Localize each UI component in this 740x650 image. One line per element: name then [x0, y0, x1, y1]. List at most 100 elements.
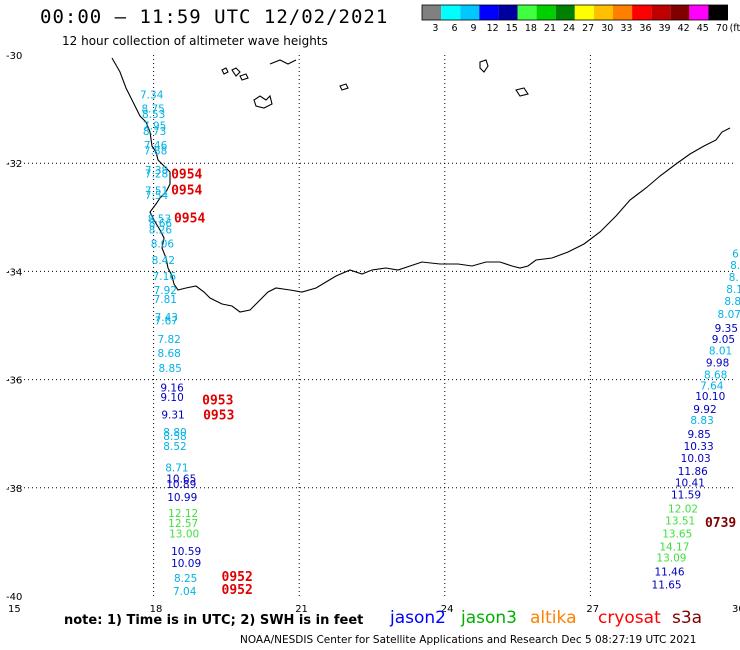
swh-value-east: 13.65	[662, 529, 692, 541]
color-scale-swatch	[460, 5, 480, 20]
swh-value-east: 14.17	[659, 542, 689, 554]
swh-value-east: 9.98	[706, 358, 729, 370]
swh-value-east: 11.59	[671, 490, 701, 502]
swh-value-west: 9.31	[161, 410, 184, 422]
swh-value-west: 7.43	[155, 312, 178, 324]
pass-time-label: 0952	[222, 570, 253, 585]
swh-value-west: 10.99	[167, 492, 197, 504]
color-scale-label: 42	[678, 23, 690, 34]
swh-value-west: 10.65	[166, 473, 196, 485]
swh-value-west: 8.68	[157, 348, 180, 360]
swh-value-east: 11.46	[654, 566, 684, 578]
lat-tick-label: -34	[6, 267, 22, 278]
swh-value-west: 9.16	[160, 383, 184, 395]
swh-value-west: 12.57	[168, 518, 198, 530]
south-africa-coastline	[111, 57, 731, 313]
inland-lake-mid	[339, 83, 349, 91]
lat-tick-label: -40	[6, 592, 22, 603]
color-scale-label: 12	[487, 23, 499, 34]
lon-tick-label: 30	[732, 604, 740, 615]
color-scale-label: 15	[506, 23, 518, 34]
color-scale-label: 18	[525, 23, 537, 34]
lon-tick-label: 21	[295, 604, 308, 615]
swh-value-west: 8.53	[148, 214, 171, 226]
lesotho-outline	[221, 67, 229, 75]
swh-value-west: 8.26	[149, 225, 173, 237]
lakes-outline	[231, 67, 249, 81]
color-scale-label: 27	[582, 23, 594, 34]
color-scale-unit: (ft)	[730, 23, 740, 34]
swh-value-west: 13.00	[169, 529, 199, 541]
swh-value-west: 8.42	[152, 255, 175, 267]
axis-ticks: 15 18 21 24 27 30 -30 -32 -34 -36 -38 -40	[6, 51, 740, 615]
satellite-s3a-label: s3a	[672, 608, 703, 628]
lon-tick-label: 27	[586, 604, 599, 615]
swh-value-east: 8.07	[718, 309, 740, 321]
pass-time-label: 0954	[174, 212, 205, 227]
inland-lake-east	[515, 87, 529, 97]
pass-time-label: 0954	[171, 184, 202, 199]
swh-value-west: 8.73	[143, 126, 166, 138]
swh-value-east: 8.68	[704, 370, 727, 382]
page-title: 00:00 – 11:59 UTC 12/02/2021	[40, 6, 389, 28]
lat-tick-label: -36	[6, 376, 22, 387]
swh-value-west: 7.16	[153, 271, 177, 283]
swh-value-west: 10.89	[166, 479, 196, 491]
color-scale-swatch	[479, 5, 499, 20]
satellite-jason2-label: jason2	[390, 608, 446, 628]
color-scale-swatch	[574, 5, 594, 20]
swh-value-east: 9.35	[715, 323, 738, 335]
color-scale-swatch	[498, 5, 518, 20]
swh-value-west: 8.80	[163, 427, 186, 439]
swh-value-east: 8.83	[690, 415, 713, 427]
lat-tick-label: -38	[6, 484, 22, 495]
color-scale-swatch	[670, 5, 690, 20]
color-scale-label: 36	[639, 23, 651, 34]
page-subtitle: 12 hour collection of altimeter wave hei…	[62, 34, 328, 48]
lat-tick-label: -30	[6, 51, 22, 62]
color-scale-label: 33	[620, 23, 632, 34]
swh-value-east: 10.03	[681, 453, 711, 465]
swh-value-east: 10.10	[695, 391, 725, 403]
inland-lake-north	[479, 59, 489, 73]
swh-value-east: 9.05	[712, 334, 735, 346]
swh-value-east: 13.09	[656, 552, 686, 564]
lat-tick-label: -32	[6, 159, 22, 170]
color-scale-swatch	[536, 5, 556, 20]
color-scale-swatch	[708, 5, 728, 20]
swh-value-east: 9.85	[687, 429, 710, 441]
swh-value-east: 8.	[730, 260, 740, 272]
color-scale-label: 9	[471, 23, 477, 34]
satellite-cryosat-label: cryosat	[598, 608, 661, 628]
swh-value-west: 7.38	[145, 165, 168, 177]
color-scale-label: 3	[432, 23, 438, 34]
grid-lines	[8, 55, 736, 596]
swh-value-west: 9.10	[160, 392, 183, 404]
color-scale-label: 6	[451, 23, 457, 34]
lon-tick-label: 18	[150, 604, 163, 615]
swh-value-west: 7.67	[155, 315, 178, 327]
swh-value-east: 7.64	[700, 380, 724, 392]
swh-value-east: 11.86	[678, 466, 708, 478]
swh-value-west: 7.95	[143, 121, 166, 133]
swh-value-west: 7.54	[145, 190, 169, 202]
satellite-jason3-label: jason3	[461, 608, 517, 628]
color-scale-swatch	[555, 5, 575, 20]
swh-value-west: 8.71	[165, 463, 188, 475]
swh-value-west: 7.88	[144, 146, 167, 158]
pass-time-label: 0953	[203, 409, 234, 424]
color-scale-label: 45	[697, 23, 709, 34]
color-scale-label: 24	[563, 23, 575, 34]
color-scale-label: 39	[659, 23, 671, 34]
swh-value-west: 8.66	[149, 218, 173, 230]
swh-value-east: 8.8	[724, 296, 740, 308]
swh-value-west: 8.52	[163, 441, 186, 453]
color-scale-label: 70	[716, 23, 728, 34]
swh-value-west: 8.25	[174, 573, 197, 585]
swh-value-east: 8.1	[726, 284, 740, 296]
color-scale-swatch	[613, 5, 633, 20]
pass-time-label: 0952	[222, 583, 253, 598]
swh-value-west: 7.46	[144, 140, 168, 152]
